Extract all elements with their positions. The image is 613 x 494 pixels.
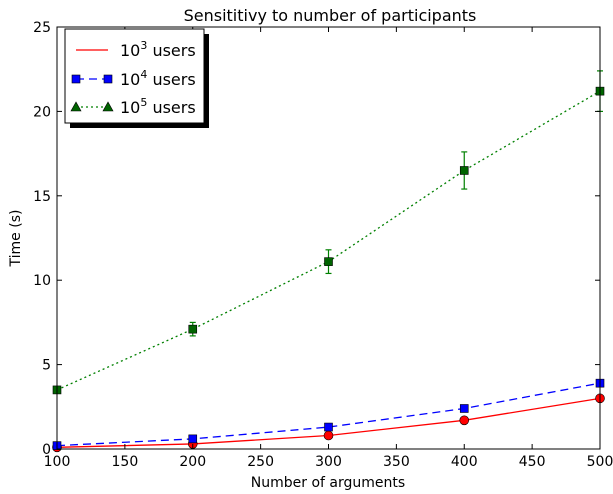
legend: 103 users 104 users 105 users <box>64 28 209 128</box>
y-tick-label: 0 <box>42 442 51 458</box>
data-point <box>188 434 198 444</box>
data-point <box>70 101 82 112</box>
legend-entry: 104 users <box>71 68 196 89</box>
data-point <box>459 166 469 175</box>
y-tick-label: 5 <box>42 358 51 374</box>
data-point <box>324 422 333 432</box>
y-tick-label: 25 <box>33 20 51 36</box>
legend-entries: 103 users 104 users 105 users <box>70 39 196 117</box>
y-tick-label: 10 <box>33 273 51 289</box>
series-line <box>56 90 601 391</box>
data-point <box>102 101 114 112</box>
data-point <box>188 324 198 334</box>
x-tick-label: 250 <box>247 454 274 470</box>
x-axis-label: Number of arguments <box>251 475 405 491</box>
legend-label: 105 users <box>120 96 196 117</box>
x-tick-label: 500 <box>587 454 613 470</box>
data-point <box>459 415 470 426</box>
x-tick-label: 300 <box>315 454 342 470</box>
series-line <box>56 382 601 447</box>
series <box>52 393 605 453</box>
x-tick-label: 450 <box>519 454 546 470</box>
legend-box <box>64 28 205 124</box>
data-point <box>71 74 81 84</box>
y-tick-label: 15 <box>33 189 51 205</box>
data-point <box>103 74 113 84</box>
data-point <box>459 404 469 413</box>
data-point <box>324 257 333 266</box>
legend-label: 103 users <box>120 39 196 60</box>
y-tick-label: 20 <box>33 104 51 120</box>
axis-ticks: 100 150 200 250 300 350 400 450 500 0 5 10 15 20 25 <box>33 20 613 470</box>
x-tick-label: 100 <box>44 454 71 470</box>
x-tick-label: 350 <box>383 454 410 470</box>
legend-entry: 105 users <box>70 96 196 117</box>
x-tick-label: 400 <box>451 454 478 470</box>
plot-area <box>52 70 605 453</box>
chart-title: Sensititivy to number of participants <box>184 6 477 25</box>
y-axis-label: Time (s) <box>8 210 24 268</box>
legend-label: 104 users <box>120 68 196 89</box>
data-point <box>323 430 334 441</box>
x-tick-label: 150 <box>112 454 139 470</box>
legend-entry: 103 users <box>76 39 196 60</box>
x-tick-label: 200 <box>179 454 206 470</box>
